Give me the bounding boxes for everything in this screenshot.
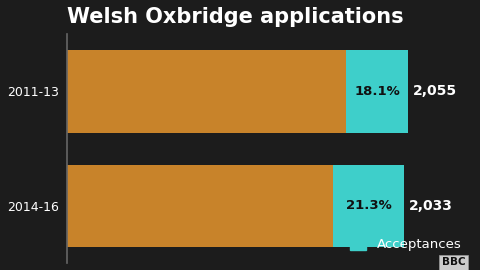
Text: 21.3%: 21.3% [346, 199, 391, 212]
Bar [67, 165, 333, 247]
Text: 18.1%: 18.1% [354, 85, 400, 98]
Bar [67, 50, 347, 133]
Text: Welsh Oxbridge applications: Welsh Oxbridge applications [67, 7, 404, 27]
Text: 2,055: 2,055 [413, 84, 457, 98]
Bar [333, 165, 405, 247]
Text: BBC: BBC [442, 257, 466, 267]
Text: 2,033: 2,033 [409, 199, 453, 213]
Bar [347, 50, 408, 133]
Legend: Acceptances: Acceptances [345, 232, 467, 256]
